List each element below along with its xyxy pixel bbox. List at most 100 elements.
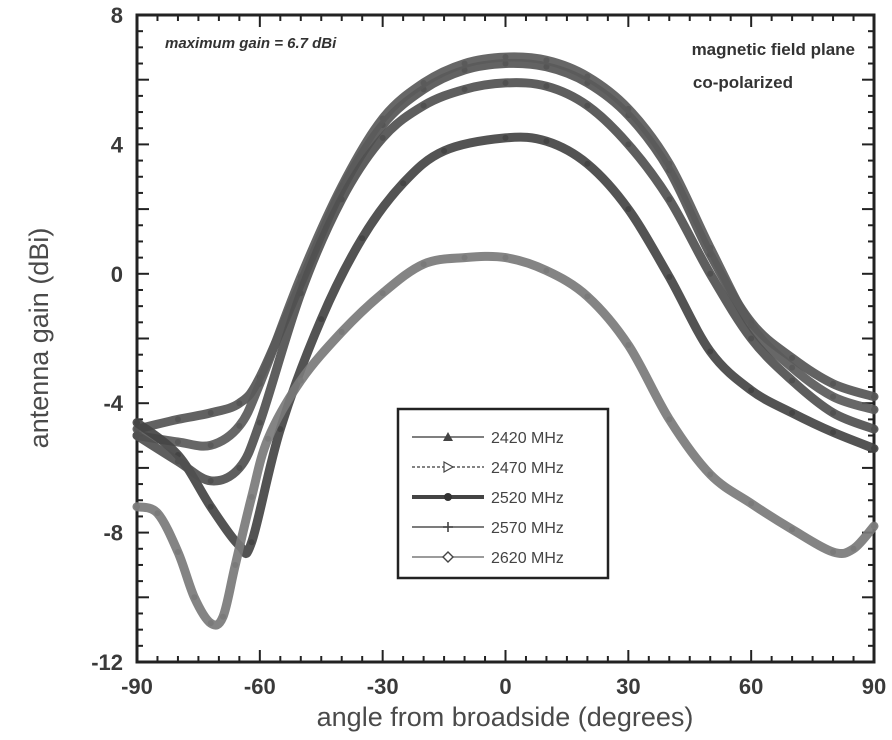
legend-item: 2420 MHz bbox=[412, 430, 564, 447]
data-point-2420-mhz bbox=[789, 354, 796, 361]
data-point-2470-mhz bbox=[236, 422, 243, 429]
data-curves bbox=[132, 52, 879, 630]
data-point-2570-mhz bbox=[625, 141, 632, 148]
legend-label: 2520 MHz bbox=[491, 490, 564, 507]
data-point-2620-mhz bbox=[232, 561, 239, 568]
y-tick-label: 4 bbox=[111, 132, 124, 157]
data-point-2570-mhz bbox=[134, 432, 140, 439]
data-point-2620-mhz bbox=[830, 549, 837, 556]
x-tick-label: 90 bbox=[862, 674, 886, 699]
data-point-2620-mhz bbox=[850, 545, 857, 552]
x-tick-label: 60 bbox=[739, 674, 763, 699]
data-point-2520-mhz bbox=[318, 316, 325, 323]
data-point-2620-mhz bbox=[134, 503, 140, 510]
data-point-2420-mhz bbox=[502, 60, 509, 67]
legend-marker bbox=[444, 493, 452, 501]
x-tick-label: 0 bbox=[499, 674, 511, 699]
legend-label: 2570 MHz bbox=[491, 520, 564, 537]
data-point-2470-mhz bbox=[543, 57, 550, 64]
data-point-2620-mhz bbox=[379, 290, 386, 297]
data-point-2520-mhz bbox=[789, 409, 796, 416]
data-point-2520-mhz bbox=[666, 274, 673, 281]
data-point-2520-mhz bbox=[543, 138, 550, 145]
data-point-2570-mhz bbox=[502, 79, 509, 86]
data-point-2620-mhz bbox=[461, 254, 468, 261]
data-point-2620-mhz bbox=[265, 435, 272, 442]
data-point-2420-mhz bbox=[830, 380, 837, 387]
data-point-2570-mhz bbox=[379, 134, 386, 141]
data-point-2420-mhz bbox=[174, 416, 181, 423]
legend-label: 2620 MHz bbox=[491, 550, 564, 567]
legend-item: 2470 MHz bbox=[412, 460, 564, 477]
data-point-2520-mhz bbox=[871, 445, 877, 452]
data-point-2520-mhz bbox=[277, 426, 284, 433]
plane-annotation-line1: magnetic field plane bbox=[692, 40, 855, 59]
legend-items: 2420 MHz 2470 MHz 2520 MHz 2570 MHz 2620 MHz bbox=[412, 430, 564, 567]
data-point-2570-mhz bbox=[236, 464, 243, 471]
data-point-2520-mhz bbox=[625, 206, 632, 213]
series-line-2570-mhz bbox=[132, 78, 879, 486]
data-point-2620-mhz bbox=[707, 471, 714, 478]
legend-item: 2570 MHz bbox=[412, 520, 564, 537]
data-point-2570-mhz bbox=[543, 83, 550, 90]
legend-marker bbox=[442, 551, 454, 563]
data-point-2470-mhz bbox=[625, 105, 632, 112]
legend-item: 2520 MHz bbox=[412, 490, 564, 507]
data-point-2520-mhz bbox=[207, 503, 214, 510]
data-point-2470-mhz bbox=[584, 73, 591, 80]
data-point-2520-mhz bbox=[707, 348, 714, 355]
data-point-2620-mhz bbox=[666, 416, 673, 423]
data-point-2570-mhz bbox=[338, 196, 345, 203]
data-point-2470-mhz bbox=[461, 60, 468, 67]
y-tick-label: -4 bbox=[103, 391, 123, 416]
data-point-2570-mhz bbox=[748, 335, 755, 342]
data-point-2620-mhz bbox=[191, 594, 198, 601]
data-point-2570-mhz bbox=[174, 458, 181, 465]
y-tick-label: 8 bbox=[111, 3, 123, 28]
data-point-2470-mhz bbox=[379, 115, 386, 122]
legend-label: 2420 MHz bbox=[491, 430, 564, 447]
data-point-2470-mhz bbox=[174, 439, 181, 446]
data-point-2620-mhz bbox=[543, 267, 550, 274]
data-point-2620-mhz bbox=[174, 549, 181, 556]
y-axis-title: antenna gain (dBi) bbox=[24, 228, 54, 449]
legend: 2420 MHz 2470 MHz 2520 MHz 2570 MHz 2620 MHz bbox=[396, 407, 610, 580]
x-tick-label: -60 bbox=[244, 674, 276, 699]
legend-label: 2470 MHz bbox=[491, 460, 564, 477]
data-point-2520-mhz bbox=[584, 160, 591, 167]
max-gain-annotation: maximum gain = 6.7 dBi bbox=[165, 35, 337, 52]
data-point-2420-mhz bbox=[236, 400, 243, 407]
y-tick-label: -12 bbox=[91, 650, 123, 675]
data-point-2620-mhz bbox=[584, 293, 591, 300]
data-point-2570-mhz bbox=[871, 426, 877, 433]
data-point-2520-mhz bbox=[248, 539, 255, 546]
legend-marker bbox=[443, 432, 453, 441]
data-point-2570-mhz bbox=[707, 270, 714, 277]
data-point-2620-mhz bbox=[297, 377, 304, 384]
data-point-2470-mhz bbox=[666, 160, 673, 167]
series-line-2520-mhz bbox=[132, 132, 879, 558]
tick-labels: -90 -60 -30 0 30 60 90 -12 -8 -4 0 4 8 bbox=[91, 3, 886, 699]
data-point-2620-mhz bbox=[420, 261, 427, 268]
data-point-2620-mhz bbox=[748, 500, 755, 507]
axis-ticks bbox=[136, 14, 875, 663]
data-point-2620-mhz bbox=[625, 341, 632, 348]
data-point-2470-mhz bbox=[420, 79, 427, 86]
y-tick-label: -8 bbox=[103, 521, 123, 546]
data-point-2570-mhz bbox=[256, 419, 263, 426]
legend-marker bbox=[443, 522, 453, 532]
y-tick-label: 0 bbox=[111, 262, 123, 287]
legend-marker bbox=[443, 460, 455, 474]
data-point-2520-mhz bbox=[441, 147, 448, 154]
data-point-2470-mhz bbox=[871, 406, 877, 413]
series-line-2470-mhz bbox=[132, 52, 879, 451]
data-point-2520-mhz bbox=[748, 387, 755, 394]
data-point-2620-mhz bbox=[502, 254, 509, 261]
data-point-2570-mhz bbox=[420, 102, 427, 109]
data-point-2570-mhz bbox=[461, 86, 468, 93]
data-point-2470-mhz bbox=[707, 244, 714, 251]
data-point-2570-mhz bbox=[789, 377, 796, 384]
data-point-2620-mhz bbox=[207, 620, 214, 627]
data-point-2520-mhz bbox=[400, 180, 407, 187]
data-point-2520-mhz bbox=[134, 419, 140, 426]
